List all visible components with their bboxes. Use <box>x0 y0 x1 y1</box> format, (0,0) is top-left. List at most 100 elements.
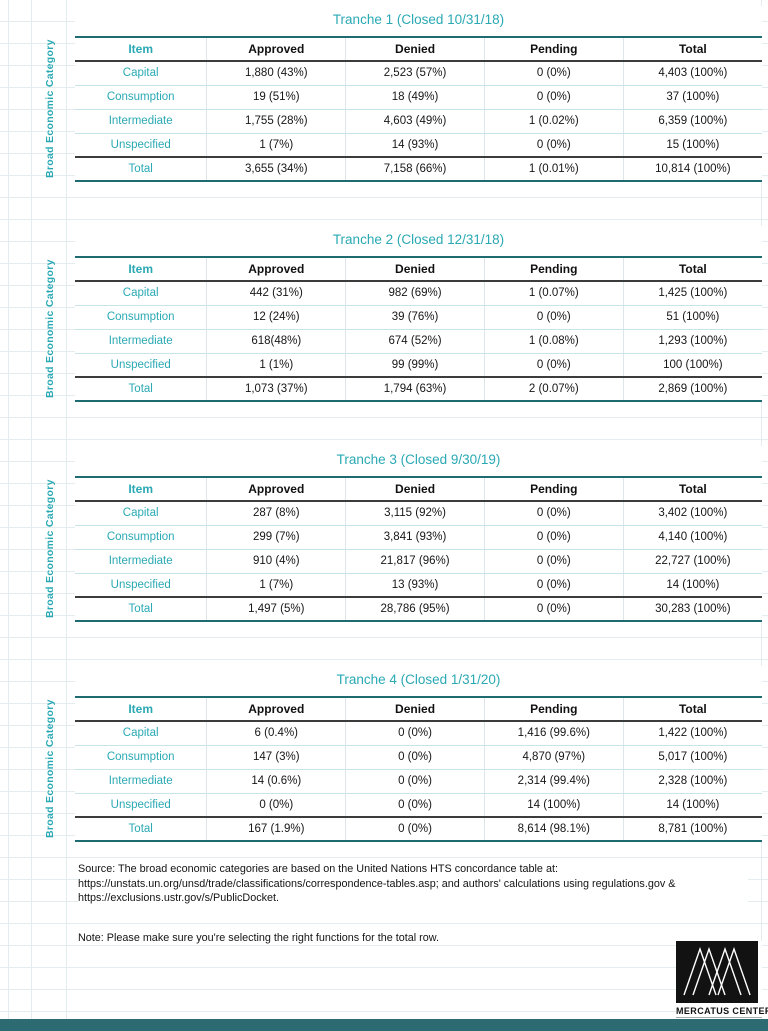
mercatus-center-logo: MERCATUS CENTER George Mason University <box>676 941 768 1026</box>
cell-denied: 39 (76%) <box>345 305 485 330</box>
table-row: Capital 287 (8%) 3,115 (92%) 0 (0%) 3,40… <box>75 501 762 526</box>
tranche-2-title: Tranche 2 (Closed 12/31/18) <box>75 226 762 256</box>
cell-total: 1,293 (100%) <box>622 329 762 354</box>
table-row: Consumption 12 (24%) 39 (76%) 0 (0%) 51 … <box>75 305 762 330</box>
gridline-vertical <box>66 0 67 1019</box>
cell-denied: 14 (93%) <box>345 133 485 158</box>
cell-total: 10,814 (100%) <box>622 156 762 182</box>
cell-approved: 1 (1%) <box>206 353 346 378</box>
cell-pending: 0 (0%) <box>483 573 624 598</box>
cell-pending: 0 (0%) <box>483 596 624 622</box>
cell-denied: 7,158 (66%) <box>345 156 485 182</box>
logo-title: MERCATUS CENTER <box>676 1006 768 1016</box>
cell-approved: 3,655 (34%) <box>206 156 346 182</box>
table-row: Unspecified 0 (0%) 0 (0%) 14 (100%) 14 (… <box>75 793 762 818</box>
cell-pending: 2,314 (99.4%) <box>483 769 624 794</box>
header-row: Item Approved Denied Pending Total <box>75 696 762 722</box>
cell-item: Intermediate <box>75 109 207 134</box>
col-header-item: Item <box>75 36 207 62</box>
cell-total: 14 (100%) <box>622 573 762 598</box>
cell-item: Intermediate <box>75 549 207 574</box>
cell-pending: 0 (0%) <box>483 61 624 86</box>
cell-denied: 982 (69%) <box>345 281 485 306</box>
cell-approved: 1,497 (5%) <box>206 596 346 622</box>
cell-total: 22,727 (100%) <box>622 549 762 574</box>
cell-denied: 13 (93%) <box>345 573 485 598</box>
cell-approved: 14 (0.6%) <box>206 769 346 794</box>
cell-denied: 0 (0%) <box>345 721 485 746</box>
tranche-4-table: Broad Economic Category Item Approved De… <box>44 696 762 842</box>
cell-pending: 1,416 (99.6%) <box>483 721 624 746</box>
cell-pending: 0 (0%) <box>483 501 624 526</box>
table-row: Consumption 147 (3%) 0 (0%) 4,870 (97%) … <box>75 745 762 770</box>
tranche-1-title: Tranche 1 (Closed 10/31/18) <box>75 6 762 36</box>
col-header-item: Item <box>75 256 207 282</box>
cell-total: 1,425 (100%) <box>622 281 762 306</box>
broad-economic-category-label: Broad Economic Category <box>44 699 56 839</box>
cell-item: Total <box>75 376 207 402</box>
cell-item: Intermediate <box>75 329 207 354</box>
tranche-3-section: Tranche 3 (Closed 9/30/19) Broad Economi… <box>44 446 762 622</box>
cell-total: 3,402 (100%) <box>622 501 762 526</box>
cell-denied: 3,115 (92%) <box>345 501 485 526</box>
cell-approved: 1,880 (43%) <box>206 61 346 86</box>
cell-approved: 1,073 (37%) <box>206 376 346 402</box>
cell-pending: 8,614 (98.1%) <box>483 816 624 842</box>
col-header-approved: Approved <box>206 476 346 502</box>
cell-total: 2,869 (100%) <box>622 376 762 402</box>
total-row: Total 3,655 (34%) 7,158 (66%) 1 (0.01%) … <box>75 156 762 182</box>
cell-total: 51 (100%) <box>622 305 762 330</box>
tranche-4-title: Tranche 4 (Closed 1/31/20) <box>75 666 762 696</box>
cell-total: 37 (100%) <box>622 85 762 110</box>
cell-denied: 2,523 (57%) <box>345 61 485 86</box>
cell-item: Total <box>75 156 207 182</box>
total-row: Total 1,497 (5%) 28,786 (95%) 0 (0%) 30,… <box>75 596 762 622</box>
broad-economic-category-label: Broad Economic Category <box>44 259 56 399</box>
table-row: Consumption 19 (51%) 18 (49%) 0 (0%) 37 … <box>75 85 762 110</box>
broad-economic-category-label: Broad Economic Category <box>44 39 56 179</box>
total-row: Total 1,073 (37%) 1,794 (63%) 2 (0.07%) … <box>75 376 762 402</box>
tranche-1-section: Tranche 1 (Closed 10/31/18) Broad Econom… <box>44 6 762 182</box>
table-row: Unspecified 1 (7%) 14 (93%) 0 (0%) 15 (1… <box>75 133 762 158</box>
cell-denied: 28,786 (95%) <box>345 596 485 622</box>
cell-item: Capital <box>75 61 207 86</box>
cell-pending: 1 (0.07%) <box>483 281 624 306</box>
tranche-4-section: Tranche 4 (Closed 1/31/20) Broad Economi… <box>44 666 762 842</box>
col-header-item: Item <box>75 476 207 502</box>
tranche-2-section: Tranche 2 (Closed 12/31/18) Broad Econom… <box>44 226 762 402</box>
cell-approved: 1 (7%) <box>206 133 346 158</box>
total-row-note: Note: Please make sure you're selecting … <box>78 931 439 944</box>
col-header-denied: Denied <box>345 696 485 722</box>
cell-total: 1,422 (100%) <box>622 721 762 746</box>
cell-item: Total <box>75 816 207 842</box>
cell-approved: 287 (8%) <box>206 501 346 526</box>
table-row: Consumption 299 (7%) 3,841 (93%) 0 (0%) … <box>75 525 762 550</box>
header-row: Item Approved Denied Pending Total <box>75 256 762 282</box>
col-header-item: Item <box>75 696 207 722</box>
cell-pending: 0 (0%) <box>483 353 624 378</box>
cell-item: Capital <box>75 281 207 306</box>
col-header-pending: Pending <box>483 696 624 722</box>
tranche-1-table: Broad Economic Category Item Approved De… <box>44 36 762 182</box>
cell-approved: 147 (3%) <box>206 745 346 770</box>
total-row: Total 167 (1.9%) 0 (0%) 8,614 (98.1%) 8,… <box>75 816 762 842</box>
col-header-total: Total <box>622 256 762 282</box>
table-row: Unspecified 1 (7%) 13 (93%) 0 (0%) 14 (1… <box>75 573 762 598</box>
cell-approved: 910 (4%) <box>206 549 346 574</box>
cell-denied: 4,603 (49%) <box>345 109 485 134</box>
cell-approved: 12 (24%) <box>206 305 346 330</box>
cell-pending: 4,870 (97%) <box>483 745 624 770</box>
cell-item: Unspecified <box>75 793 207 818</box>
cell-item: Capital <box>75 721 207 746</box>
cell-total: 6,359 (100%) <box>622 109 762 134</box>
tranche-3-table: Broad Economic Category Item Approved De… <box>44 476 762 622</box>
cell-denied: 99 (99%) <box>345 353 485 378</box>
col-header-pending: Pending <box>483 476 624 502</box>
table-row: Capital 1,880 (43%) 2,523 (57%) 0 (0%) 4… <box>75 61 762 86</box>
col-header-denied: Denied <box>345 256 485 282</box>
col-header-approved: Approved <box>206 256 346 282</box>
cell-pending: 0 (0%) <box>483 525 624 550</box>
cell-item: Unspecified <box>75 573 207 598</box>
col-header-pending: Pending <box>483 36 624 62</box>
table-row: Intermediate 1,755 (28%) 4,603 (49%) 1 (… <box>75 109 762 134</box>
